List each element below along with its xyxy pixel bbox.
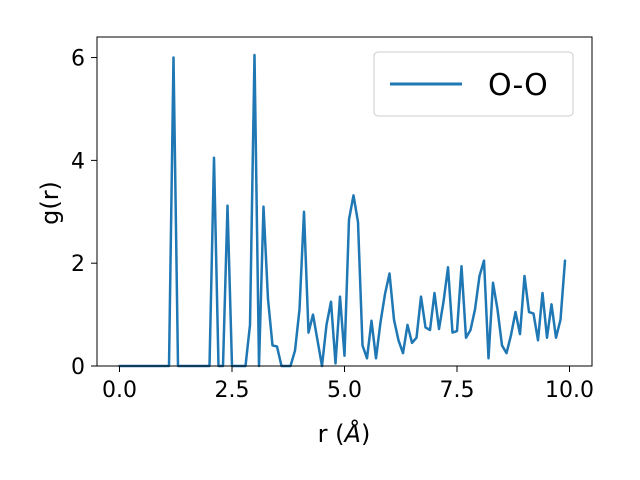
y-axis-label: g(r) (36, 181, 64, 225)
legend-box (373, 51, 574, 117)
x-axis-label: r (Å) (318, 419, 371, 448)
x-axis-label-close: ) (361, 420, 370, 448)
y-axis-ticks: 0 2 4 6 (71, 47, 97, 380)
legend-label-o-o: O-O (488, 68, 548, 103)
y-tick-label: 4 (71, 149, 85, 174)
x-tick-label: 7.5 (440, 378, 475, 403)
y-tick-label: 6 (71, 47, 85, 72)
x-axis-ticks: 0.0 2.5 5.0 7.5 10.0 (102, 366, 594, 403)
x-tick-label: 5.0 (327, 378, 362, 403)
y-tick-label: 0 (71, 355, 85, 380)
x-tick-label: 0.0 (102, 378, 137, 403)
legend: O-O (373, 51, 574, 117)
x-axis-label-unit: Å (343, 419, 361, 448)
x-tick-label: 10.0 (545, 378, 594, 403)
x-axis-label-text: r ( (318, 420, 345, 448)
y-tick-label: 2 (71, 252, 85, 277)
x-tick-label: 2.5 (215, 378, 250, 403)
